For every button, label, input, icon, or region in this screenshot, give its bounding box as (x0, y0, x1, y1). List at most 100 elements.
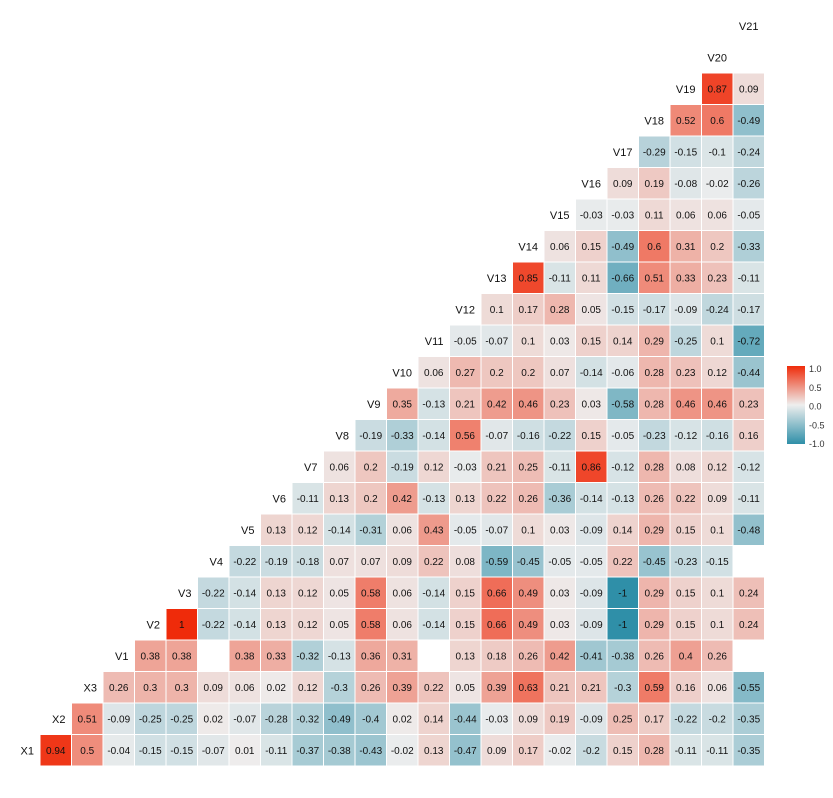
heatmap-cell-label: 0.23 (676, 368, 696, 379)
heatmap-cell-label: 0.56 (456, 431, 476, 442)
variable-label-v6: V6 (273, 493, 286, 505)
heatmap-cell-label: 0.31 (676, 242, 696, 253)
heatmap-cell (701, 293, 734, 326)
heatmap-cell (165, 702, 198, 735)
heatmap-cell-label: 0.63 (519, 683, 539, 694)
heatmap-cell-label: -0.72 (737, 336, 760, 347)
heatmap-cell-label: -0.08 (674, 179, 697, 190)
heatmap-cell (512, 608, 545, 641)
heatmap-cell (197, 734, 230, 767)
heatmap-cell-label: 0.3 (143, 683, 157, 694)
heatmap-cell-label: 0.09 (739, 84, 759, 95)
heatmap-cell (386, 671, 419, 704)
heatmap-cell-label: -0.14 (580, 368, 603, 379)
heatmap-cell-label: -0.14 (328, 525, 351, 536)
heatmap-cell (606, 513, 639, 546)
heatmap-cell-label: 0.1 (710, 620, 724, 631)
heatmap-cell-label: 0.26 (645, 494, 665, 505)
heatmap-cell-label: 0.28 (645, 368, 665, 379)
heatmap-cell-label: -0.18 (296, 557, 319, 568)
legend-tick-label: 1.0 (809, 364, 822, 374)
heatmap-cell (512, 639, 545, 672)
heatmap-cell-label: 0.51 (78, 714, 98, 725)
heatmap-cell (732, 387, 765, 420)
heatmap-cell-label: 0.1 (490, 305, 504, 316)
heatmap-cell-label: -0.36 (548, 494, 571, 505)
heatmap-cell (701, 639, 734, 672)
heatmap-cell-label: -0.1 (709, 147, 727, 158)
heatmap-cell-label: -0.19 (265, 557, 288, 568)
heatmap-cell-label: -0.19 (391, 462, 414, 473)
heatmap-cell-label: 0.6 (710, 116, 724, 127)
heatmap-cell (575, 419, 608, 452)
heatmap-cell-label: 0.29 (645, 588, 665, 599)
heatmap-cell-label: 0.15 (676, 588, 696, 599)
heatmap-cell (228, 734, 261, 767)
color-legend: 1.0 0.5 0.0 -0.5 -1.0 (787, 364, 825, 449)
heatmap-cell-label: 0.06 (393, 525, 413, 536)
heatmap-cell-label: 0.12 (708, 462, 728, 473)
heatmap-cell (291, 545, 324, 578)
heatmap-cell-label: 0.1 (521, 336, 535, 347)
heatmap-cell-label: 0.26 (519, 494, 539, 505)
heatmap-cell (449, 513, 482, 546)
heatmap-cell-label: 0.01 (235, 746, 255, 757)
heatmap-cell-label: 0.23 (739, 399, 759, 410)
heatmap-cell-label: -0.15 (611, 305, 634, 316)
heatmap-cell (228, 702, 261, 735)
heatmap-cell (165, 734, 198, 767)
heatmap-cell-label: -0.44 (454, 714, 477, 725)
heatmap-cell-label: 0.51 (645, 273, 665, 284)
heatmap-cell-label: 0.42 (550, 651, 570, 662)
heatmap-cell-label: -0.03 (611, 210, 634, 221)
variable-label-v11: V11 (425, 336, 444, 348)
heatmap-cell-label: -0.25 (170, 714, 193, 725)
heatmap-cell (638, 419, 671, 452)
heatmap-cell (575, 671, 608, 704)
heatmap-cell (386, 608, 419, 641)
heatmap-cell-label: 0.11 (582, 273, 601, 284)
heatmap-cell-label: 0.13 (267, 620, 287, 631)
heatmap-cell (732, 734, 765, 767)
heatmap-cell-label: 0.33 (676, 273, 696, 284)
variable-label-x2: X2 (52, 714, 65, 726)
heatmap-cell (354, 671, 387, 704)
heatmap-cell (701, 387, 734, 420)
heatmap-cell-label: 0.29 (645, 525, 665, 536)
heatmap-cell-label: -0.03 (485, 714, 508, 725)
heatmap-cell-label: 0.17 (519, 746, 539, 757)
heatmap-cell-label: -0.13 (328, 651, 351, 662)
heatmap-cell (606, 702, 639, 735)
heatmap-cell (732, 608, 765, 641)
heatmap-cell-label: 0.38 (141, 651, 161, 662)
heatmap-cell-label: -0.2 (583, 746, 601, 757)
heatmap-cell (575, 608, 608, 641)
heatmap-cell-label: 0.03 (550, 620, 570, 631)
heatmap-cell-label: -0.33 (391, 431, 414, 442)
heatmap-cell (386, 387, 419, 420)
variable-label-v3: V3 (178, 588, 191, 600)
heatmap-cell-label: -0.06 (611, 368, 634, 379)
heatmap-cell-label: -0.2 (709, 714, 727, 725)
heatmap-cell (480, 639, 513, 672)
heatmap-cell (512, 482, 545, 515)
heatmap-cell-label: 0.21 (456, 399, 476, 410)
heatmap-cell (323, 734, 356, 767)
heatmap-cell (732, 450, 765, 483)
heatmap-cell (701, 545, 734, 578)
heatmap-cell-label: 0.52 (676, 116, 696, 127)
heatmap-cell-label: 0.23 (550, 399, 570, 410)
heatmap-cell-label: 0.23 (708, 273, 728, 284)
heatmap-cell-label: 0.58 (361, 620, 381, 631)
heatmap-cell-label: 0.94 (46, 746, 66, 757)
heatmap-cell (165, 639, 198, 672)
heatmap-cell-label: -0.16 (517, 431, 540, 442)
heatmap-cell-label: -0.11 (265, 746, 287, 757)
heatmap-cell-label: 0.12 (424, 462, 444, 473)
legend-tick-label: 0.0 (809, 402, 822, 412)
heatmap-cell-label: 0.21 (550, 683, 570, 694)
heatmap-cell-label: 0.06 (393, 588, 413, 599)
heatmap-cell-label: -0.41 (580, 651, 603, 662)
heatmap-cell-label: -0.55 (737, 683, 760, 694)
